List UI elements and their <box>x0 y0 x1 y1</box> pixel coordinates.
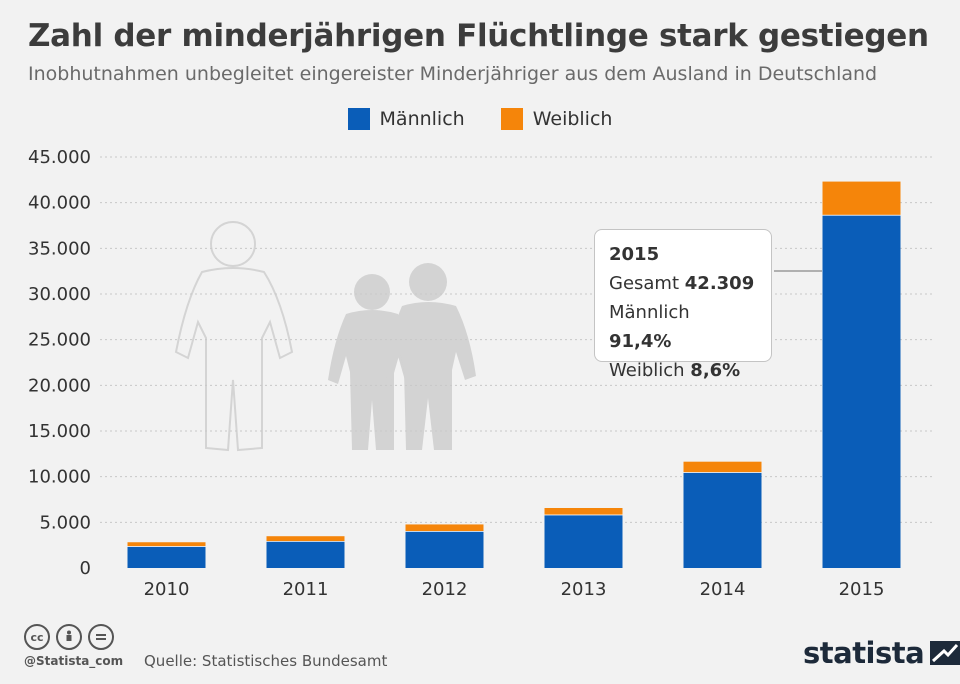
tooltip-row-weiblich: Weiblich 8,6% <box>609 356 757 385</box>
legend-label-maennlich: Männlich <box>379 108 465 130</box>
statista-handle[interactable]: @Statista_com <box>24 654 124 668</box>
legend-label-weiblich: Weiblich <box>532 108 613 130</box>
y-tick-label: 30.000 <box>28 284 91 305</box>
x-tick-label: 2012 <box>422 579 468 600</box>
license-icons: cc <box>24 624 114 650</box>
x-tick-label: 2015 <box>839 579 885 600</box>
bars <box>127 181 901 568</box>
y-tick-label: 10.000 <box>28 467 91 488</box>
y-tick-label: 5.000 <box>39 512 91 533</box>
y-tick-label: 0 <box>80 558 91 579</box>
legend-item-maennlich: Männlich <box>347 108 465 130</box>
tooltip-2015: 2015 Gesamt 42.309 Männlich 91,4% Weibli… <box>594 229 772 381</box>
legend-item-weiblich: Weiblich <box>500 108 613 130</box>
tooltip-row-gesamt: Gesamt 42.309 <box>609 269 757 298</box>
y-tick-label: 20.000 <box>28 375 91 396</box>
refugee-illustration <box>174 221 476 452</box>
tooltip-gesamt-value: 42.309 <box>684 273 755 294</box>
chart-subtitle: Inobhutnahmen unbegleitet eingereister M… <box>28 63 878 85</box>
y-tick-labels: 0 5.000 10.000 15.000 20.000 25.000 30.000 35.0… <box>28 147 91 579</box>
statista-logo[interactable]: statista <box>803 636 960 670</box>
x-tick-labels: 2010 2011 2012 2013 2014 2015 <box>144 579 885 600</box>
y-tick-label: 40.000 <box>28 193 91 214</box>
people-icon <box>328 263 476 450</box>
by-icon[interactable] <box>56 624 82 650</box>
y-tick-label: 45.000 <box>28 147 91 168</box>
y-tick-label: 25.000 <box>28 330 91 351</box>
x-tick-label: 2013 <box>561 579 607 600</box>
chart-title: Zahl der minderjährigen Flüchtlinge star… <box>28 18 929 54</box>
x-tick-label: 2010 <box>144 579 190 600</box>
statista-flag-icon <box>930 641 960 665</box>
bar-maennlich-2014[interactable] <box>683 472 762 568</box>
tooltip-gesamt-label: Gesamt <box>609 273 680 294</box>
bar-maennlich-2010[interactable] <box>127 546 206 568</box>
bar-maennlich-2011[interactable] <box>266 541 345 568</box>
legend-swatch-weiblich <box>500 108 523 130</box>
x-tick-label: 2011 <box>283 579 329 600</box>
cc-icon[interactable]: cc <box>24 624 50 650</box>
bar-weiblich-2010[interactable] <box>127 542 206 547</box>
bar-maennlich-2012[interactable] <box>405 531 484 568</box>
tooltip-weiblich-value: 8,6% <box>690 360 741 381</box>
bar-weiblich-2013[interactable] <box>544 507 623 515</box>
y-gridlines <box>100 156 934 523</box>
tooltip-year: 2015 <box>609 244 660 265</box>
source-note: Quelle: Statistisches Bundesamt <box>144 652 388 670</box>
tooltip-maennlich-label: Männlich <box>609 302 690 323</box>
tooltip-row-maennlich: Männlich 91,4% <box>609 298 757 356</box>
bar-weiblich-2015[interactable] <box>822 181 901 215</box>
x-tick-label: 2014 <box>700 579 746 600</box>
bar-maennlich-2013[interactable] <box>544 514 623 568</box>
outline-person-icon <box>174 221 294 452</box>
tooltip-maennlich-value: 91,4% <box>609 331 672 352</box>
bar-weiblich-2011[interactable] <box>266 536 345 542</box>
y-tick-label: 15.000 <box>28 421 91 442</box>
statista-wordmark: statista <box>803 636 925 670</box>
bar-weiblich-2012[interactable] <box>405 524 484 532</box>
nd-icon[interactable] <box>88 624 114 650</box>
bar-maennlich-2015[interactable] <box>822 214 901 568</box>
legend: Männlich Weiblich <box>0 108 960 130</box>
y-tick-label: 35.000 <box>28 238 91 259</box>
bar-weiblich-2014[interactable] <box>683 461 762 473</box>
legend-swatch-maennlich <box>347 108 370 130</box>
tooltip-weiblich-label: Weiblich <box>609 360 685 381</box>
